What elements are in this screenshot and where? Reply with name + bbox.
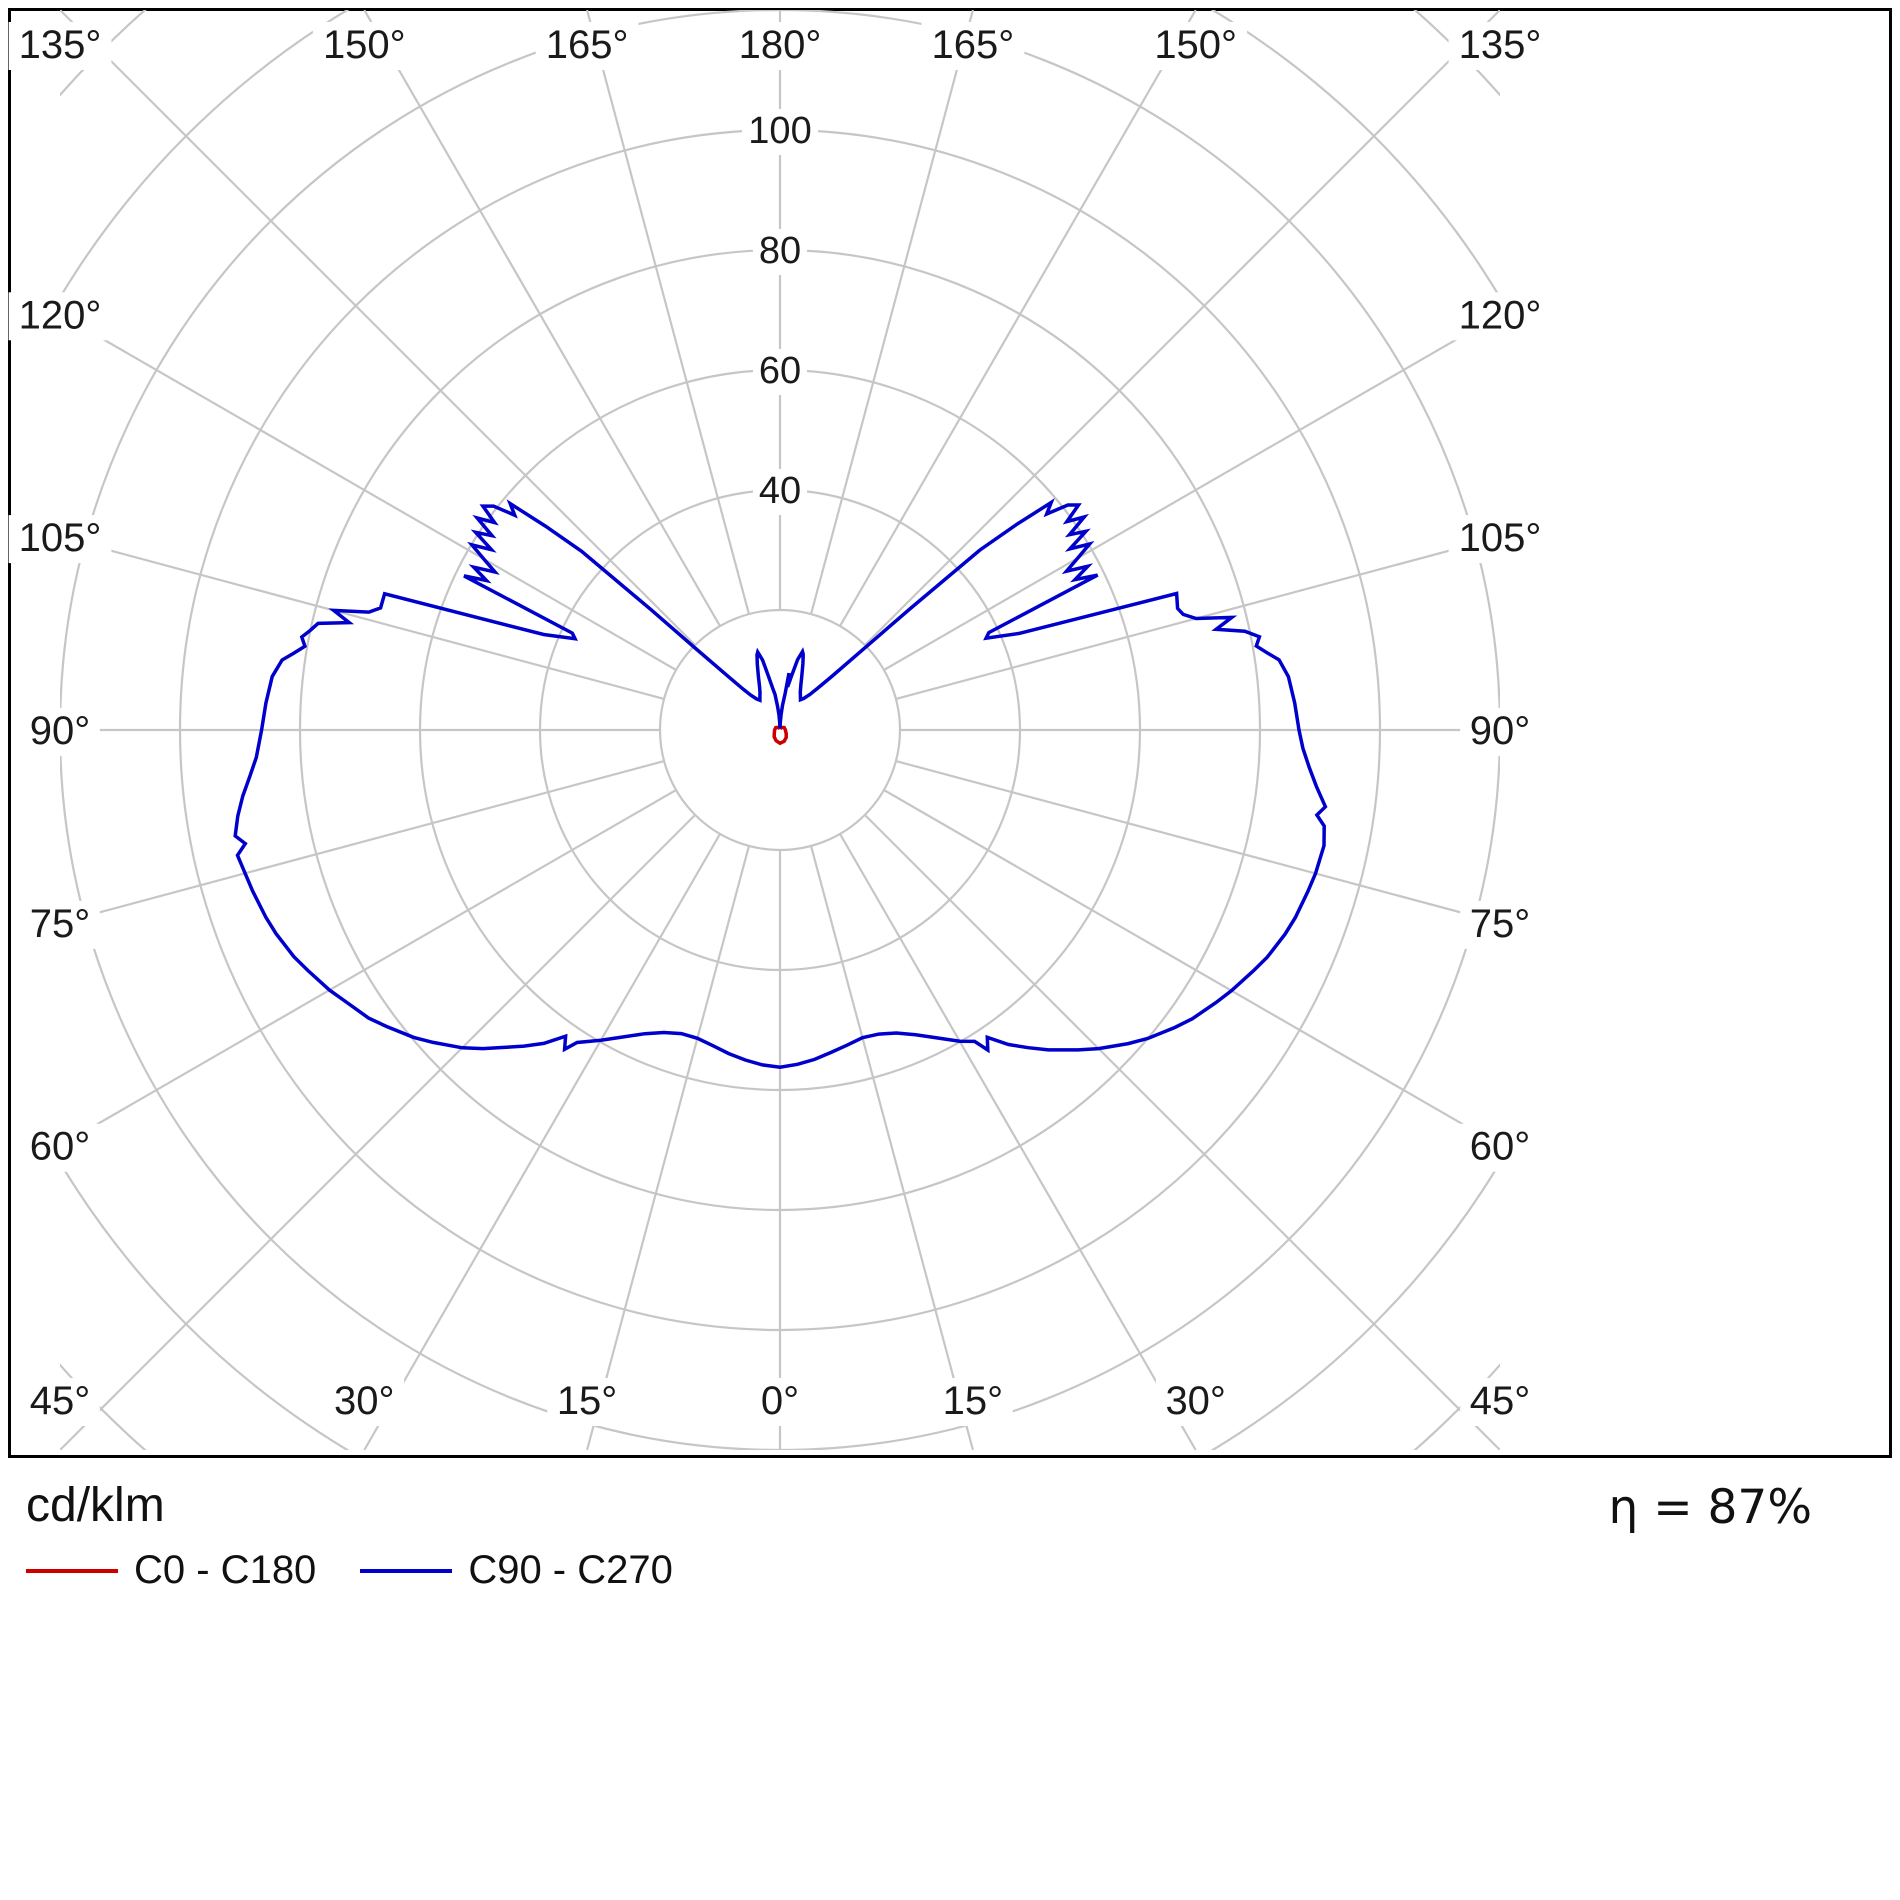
svg-text:30°: 30°: [334, 1379, 395, 1423]
svg-text:60°: 60°: [1470, 1125, 1531, 1169]
legend-label-c90-c270: C90 - C270: [468, 1548, 673, 1592]
svg-text:40: 40: [759, 470, 801, 512]
curve-c90-c270: [233, 498, 1328, 1069]
svg-text:90°: 90°: [1470, 709, 1531, 753]
svg-text:100: 100: [748, 110, 811, 152]
svg-text:105°: 105°: [1459, 516, 1542, 560]
chart-border: [8, 8, 1892, 1458]
svg-text:75°: 75°: [30, 902, 91, 946]
svg-text:105°: 105°: [19, 516, 102, 560]
svg-text:150°: 150°: [1154, 23, 1237, 67]
svg-text:165°: 165°: [932, 23, 1015, 67]
svg-text:135°: 135°: [1459, 23, 1542, 67]
legend: C0 - C180 C90 - C270: [26, 1548, 717, 1593]
svg-text:80: 80: [759, 230, 801, 272]
svg-text:45°: 45°: [30, 1379, 91, 1423]
svg-text:15°: 15°: [557, 1379, 618, 1423]
svg-text:135°: 135°: [19, 23, 102, 67]
efficiency-label: η = 87%: [1608, 1480, 1812, 1535]
svg-text:120°: 120°: [19, 293, 102, 337]
legend-label-c0-c180: C0 - C180: [134, 1548, 317, 1592]
svg-text:180°: 180°: [739, 23, 822, 67]
units-label: cd/klm: [26, 1479, 165, 1532]
svg-text:0°: 0°: [761, 1379, 799, 1423]
svg-text:60: 60: [759, 350, 801, 392]
svg-text:120°: 120°: [1459, 293, 1542, 337]
radial-tick-labels: 40 60 80 100: [741, 109, 819, 515]
polar-photometric-chart: 0° 15° 30° 45° 60° 75° 90° 105° 120° 135° 150° 165°…: [8, 8, 1892, 1458]
svg-text:45°: 45°: [1470, 1379, 1531, 1423]
svg-text:165°: 165°: [546, 23, 629, 67]
curve-c0-c180: [772, 725, 788, 746]
svg-text:15°: 15°: [943, 1379, 1004, 1423]
svg-text:150°: 150°: [323, 23, 406, 67]
svg-text:60°: 60°: [30, 1125, 91, 1169]
angle-labels: 0° 15° 30° 45° 60° 75° 90° 105° 120° 135° 150° 165°…: [8, 22, 1552, 1426]
svg-text:30°: 30°: [1165, 1379, 1226, 1423]
polar-grid: [60, 10, 1500, 1450]
legend-line-c0-c180-icon: [26, 1568, 118, 1573]
legend-line-c90-c270-icon: [360, 1568, 453, 1573]
svg-text:90°: 90°: [30, 709, 91, 753]
svg-text:75°: 75°: [1470, 902, 1531, 946]
